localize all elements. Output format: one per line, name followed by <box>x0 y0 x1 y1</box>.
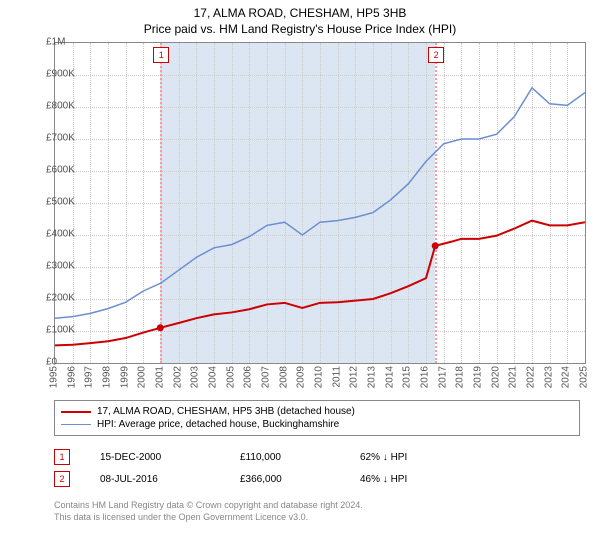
x-axis-label: 2006 <box>243 366 254 388</box>
x-axis-label: 2024 <box>561 366 572 388</box>
x-axis-label: 2015 <box>402 366 413 388</box>
x-axis-label: 2025 <box>579 366 590 388</box>
x-axis-label: 1999 <box>119 366 130 388</box>
legend-label: 17, ALMA ROAD, CHESHAM, HP5 3HB (detache… <box>97 406 355 417</box>
transaction-table: 1 15-DEC-2000 £110,000 62% ↓ HPI 2 08-JUL-201… <box>54 446 580 490</box>
x-axis-label: 1995 <box>49 366 60 388</box>
transaction-row: 2 08-JUL-2016 £366,000 46% ↓ HPI <box>54 468 580 490</box>
x-axis-label: 2000 <box>137 366 148 388</box>
x-axis-label: 2009 <box>296 366 307 388</box>
footer: Contains HM Land Registry data © Crown c… <box>54 500 580 523</box>
transaction-date: 08-JUL-2016 <box>100 474 210 485</box>
legend-label: HPI: Average price, detached house, Buck… <box>97 419 339 430</box>
legend-item: 17, ALMA ROAD, CHESHAM, HP5 3HB (detache… <box>61 405 573 418</box>
chart-plot: 12 <box>54 42 586 364</box>
y-axis-label: £500K <box>46 197 50 208</box>
series-price_paid <box>55 221 585 346</box>
transaction-marker: 1 <box>54 449 70 465</box>
transaction-delta: 62% ↓ HPI <box>360 452 407 463</box>
page-title: 17, ALMA ROAD, CHESHAM, HP5 3HB <box>10 6 590 20</box>
series-hpi <box>55 88 585 318</box>
x-axis-label: 2001 <box>155 366 166 388</box>
x-axis-label: 2016 <box>420 366 431 388</box>
x-axis-label: 2014 <box>384 366 395 388</box>
y-axis-label: £1M <box>46 37 50 48</box>
y-axis-label: £300K <box>46 261 50 272</box>
y-axis-label: £100K <box>46 325 50 336</box>
x-axis-label: 2007 <box>261 366 272 388</box>
transaction-date: 15-DEC-2000 <box>100 452 210 463</box>
y-axis-label: £700K <box>46 133 50 144</box>
x-axis-label: 2020 <box>490 366 501 388</box>
x-axis-label: 2012 <box>349 366 360 388</box>
x-axis-label: 2021 <box>508 366 519 388</box>
y-axis-label: £600K <box>46 165 50 176</box>
x-axis-label: 2017 <box>437 366 448 388</box>
x-axis-label: 2019 <box>473 366 484 388</box>
x-axis-label: 2003 <box>190 366 201 388</box>
chart-area: 12 £0£100K£200K£300K£400K£500K£600K£700K… <box>54 42 580 364</box>
x-axis-label: 2011 <box>331 366 342 388</box>
x-axis-label: 2013 <box>367 366 378 388</box>
series-marker <box>432 242 439 249</box>
x-axis-label: 2010 <box>314 366 325 388</box>
legend-swatch <box>61 424 91 425</box>
x-axis-label: 1997 <box>84 366 95 388</box>
y-axis-label: £800K <box>46 101 50 112</box>
footer-line: This data is licensed under the Open Gov… <box>54 512 580 524</box>
x-axis-label: 2018 <box>455 366 466 388</box>
x-axis-label: 2005 <box>225 366 236 388</box>
x-axis-label: 1998 <box>102 366 113 388</box>
legend-swatch <box>61 411 91 413</box>
x-axis-label: 2002 <box>172 366 183 388</box>
x-axis-label: 2022 <box>526 366 537 388</box>
legend-item: HPI: Average price, detached house, Buck… <box>61 418 573 431</box>
transaction-price: £366,000 <box>240 474 330 485</box>
x-axis-label: 2008 <box>278 366 289 388</box>
x-axis-label: 1996 <box>66 366 77 388</box>
transaction-delta: 46% ↓ HPI <box>360 474 407 485</box>
y-axis-label: £200K <box>46 293 50 304</box>
series-marker <box>157 324 164 331</box>
x-axis-label: 2023 <box>543 366 554 388</box>
chart-svg <box>55 43 585 363</box>
legend: 17, ALMA ROAD, CHESHAM, HP5 3HB (detache… <box>54 400 580 436</box>
y-axis-label: £400K <box>46 229 50 240</box>
transaction-row: 1 15-DEC-2000 £110,000 62% ↓ HPI <box>54 446 580 468</box>
footer-line: Contains HM Land Registry data © Crown c… <box>54 500 580 512</box>
page-subtitle: Price paid vs. HM Land Registry's House … <box>10 22 590 36</box>
x-axis-label: 2004 <box>208 366 219 388</box>
transaction-marker: 2 <box>54 471 70 487</box>
y-axis-label: £900K <box>46 69 50 80</box>
transaction-price: £110,000 <box>240 452 330 463</box>
